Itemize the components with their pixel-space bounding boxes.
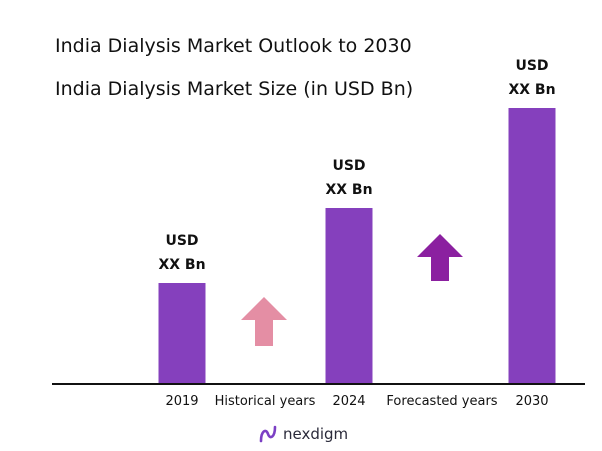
brand-name: nexdigm xyxy=(283,425,349,443)
bar-label-2024: USD XX Bn xyxy=(309,154,389,202)
bar-label-currency: USD xyxy=(515,58,549,74)
brand-logo: nexdigm xyxy=(258,424,348,444)
nexdigm-logo-icon xyxy=(259,425,277,443)
forecast-growth-up-arrow-icon xyxy=(417,234,463,281)
bar-label-value: XX Bn xyxy=(508,82,556,98)
x-tick-2024: 2024 xyxy=(332,394,366,409)
bar-label-2019: USD XX Bn xyxy=(142,229,222,277)
bar-2019 xyxy=(158,283,206,383)
bar-label-value: XX Bn xyxy=(158,257,206,273)
bar-label-currency: USD xyxy=(332,158,366,174)
bar-label-2030: USD XX Bn xyxy=(492,54,572,102)
x-tick-forecasted-years: Forecasted years xyxy=(386,394,498,409)
bar-label-value: XX Bn xyxy=(325,182,373,198)
x-tick-2019: 2019 xyxy=(165,394,199,409)
x-tick-2030: 2030 xyxy=(515,394,549,409)
chart-subtitle: India Dialysis Market Size (in USD Bn) xyxy=(55,78,414,100)
bar-2024 xyxy=(325,208,373,383)
bar-label-currency: USD xyxy=(165,233,199,249)
chart-title: India Dialysis Market Outlook to 2030 xyxy=(55,35,412,57)
historical-growth-up-arrow-icon xyxy=(241,297,287,346)
bar-2030 xyxy=(508,108,556,383)
x-tick-historical-years: Historical years xyxy=(214,394,316,409)
